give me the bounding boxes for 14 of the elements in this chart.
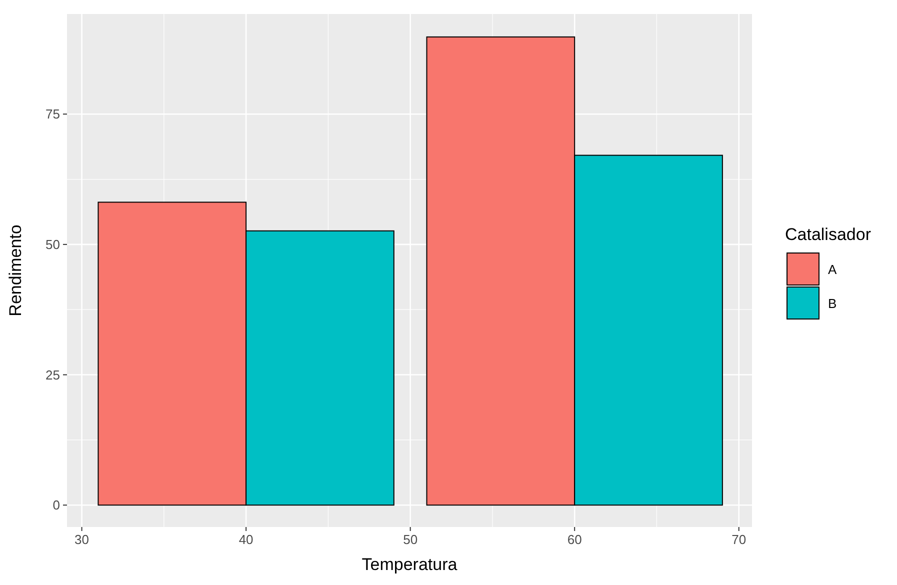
legend-title: Catalisador (785, 225, 872, 244)
x-tick-label: 30 (74, 532, 90, 547)
x-tick-label: 40 (238, 532, 254, 547)
x-axis-title: Temperatura (362, 555, 458, 574)
y-tick-label: 0 (52, 498, 60, 513)
y-tick-label: 75 (46, 106, 60, 122)
y-tick-label: 50 (46, 236, 60, 252)
text: A (828, 262, 837, 277)
text: B (828, 296, 837, 311)
x-tick-label: 70 (732, 532, 746, 547)
y-tick-label: 25 (46, 367, 60, 382)
y-axis-title: Rendimento (6, 224, 25, 316)
x-tick-label: 60 (567, 532, 582, 547)
x-tick-label: 50 (403, 532, 418, 547)
